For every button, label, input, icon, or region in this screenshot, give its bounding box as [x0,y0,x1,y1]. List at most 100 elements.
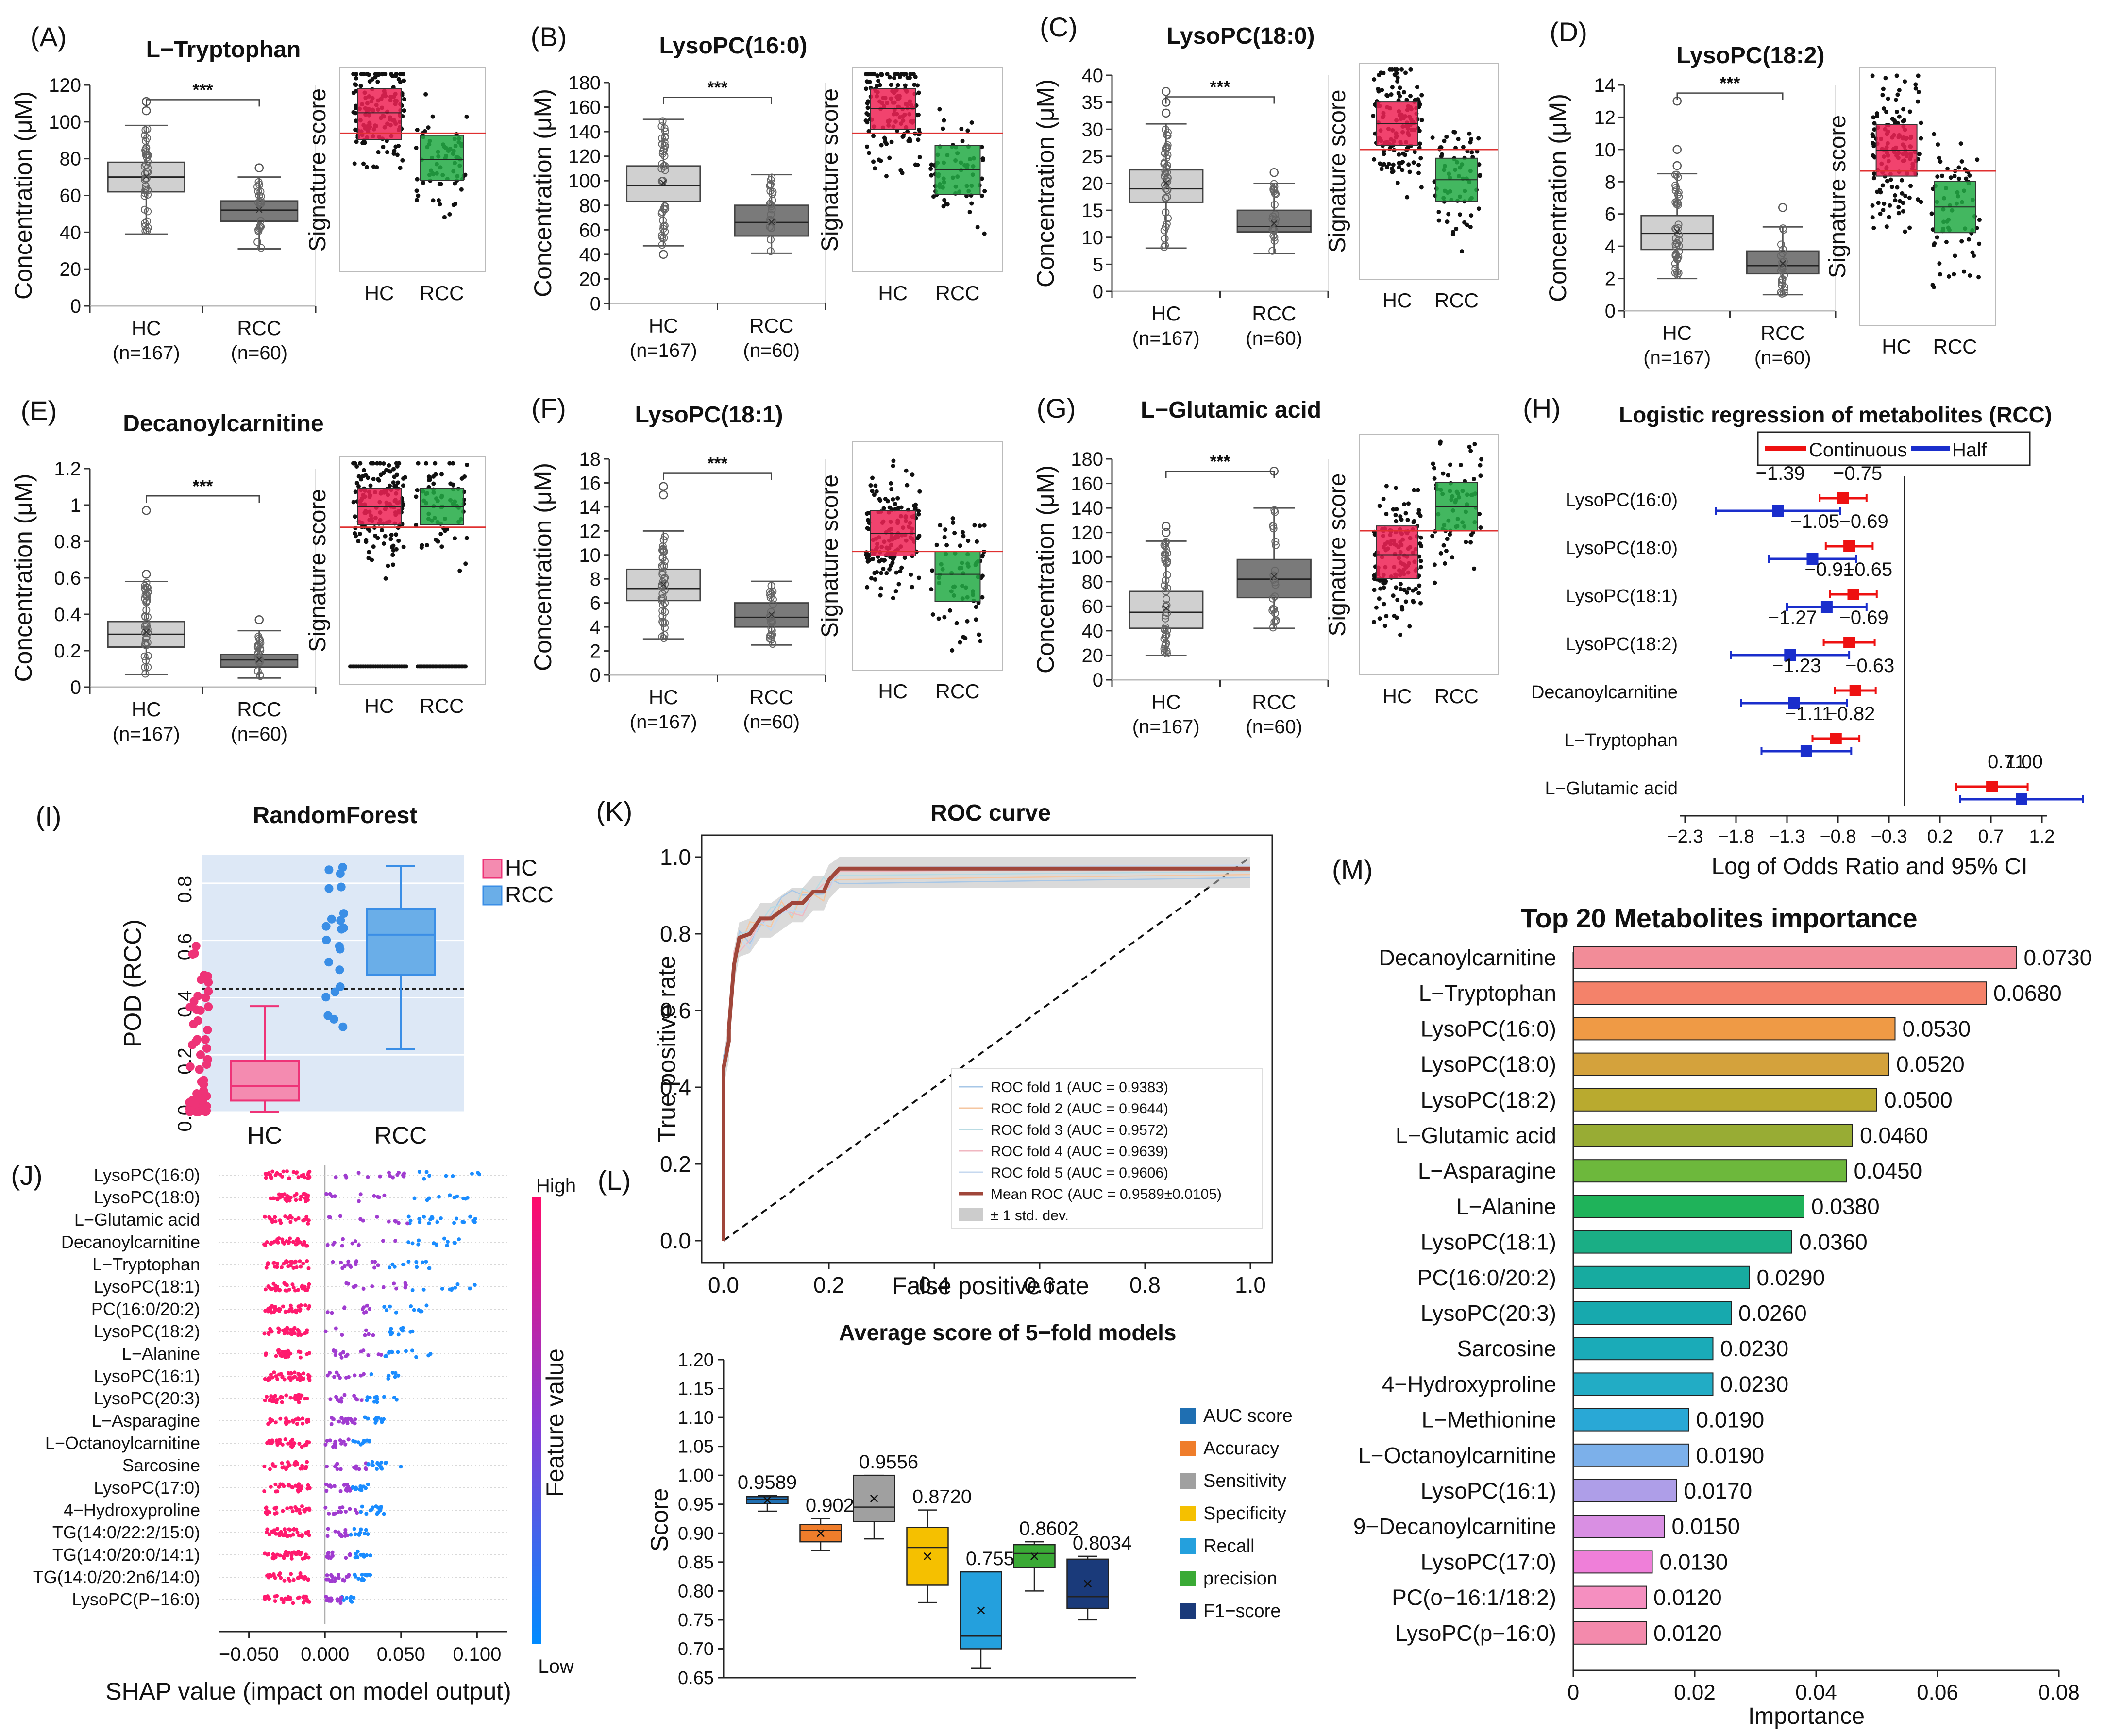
shap-point [294,1192,299,1196]
shap-point [288,1303,293,1308]
signature-point [1893,193,1898,198]
signature-point [370,557,374,562]
data-point [1780,288,1788,297]
shap-point [351,1485,355,1489]
outlier [1162,528,1171,537]
shap-point [288,1220,293,1224]
signature-point [401,503,406,507]
signature-point [1417,141,1422,146]
shap-point [377,1195,381,1199]
signature-point [868,483,873,488]
shap-point [289,1371,293,1375]
shap-point [333,1353,337,1357]
shap-point [384,1461,388,1465]
shap-point [368,1553,372,1558]
shap-point [284,1393,288,1398]
shap-point [268,1397,272,1401]
shap-point [291,1420,296,1424]
box-HC [230,1060,300,1102]
shap-point [403,1285,407,1290]
continuous-value: −0.82 [1826,703,1875,725]
shap-point [334,1326,338,1331]
shap-point [375,1512,379,1516]
group-n-RCC: (n=60) [1754,347,1811,369]
shap-point [329,1484,333,1489]
shap-point [262,1464,267,1468]
shap-point [264,1505,269,1510]
data-point [1271,581,1280,589]
shap-point [457,1237,461,1242]
data-point [1161,235,1169,243]
shap-point [350,1241,354,1246]
importance-value: 0.0230 [1720,1336,1789,1361]
feature-label: PC(16:0/20:2) [91,1299,200,1319]
shap-point [266,1309,270,1314]
y-tick-label: 180 [1071,449,1103,470]
shap-point [292,1396,297,1400]
y-tick-label: 0.8 [660,921,691,946]
shap-point [394,1286,399,1291]
signature-point [378,461,383,466]
signature-point [1371,620,1376,624]
group-n-RCC: (n=60) [743,340,800,361]
shap-point [299,1264,303,1269]
shap-point [453,1285,457,1290]
shap-point [337,1576,341,1580]
metabolite-label: L−Alanine [1456,1194,1556,1219]
signature-point [463,561,468,566]
roc-legend-label: ROC fold 3 (AUC = 0.9572) [991,1122,1168,1138]
legend-swatch-HC [482,859,503,879]
signature-group-label: HC [1882,335,1911,358]
x-tick-label: 0 [1568,1681,1579,1704]
signature-point [1395,597,1400,602]
roc-legend-label: ROC fold 1 (AUC = 0.9383) [991,1079,1168,1096]
data-point [1270,236,1279,245]
signature-point [1391,162,1396,167]
shap-point [364,1486,368,1490]
shap-point [278,1416,283,1421]
signature-point [381,461,386,466]
legend-swatch [1180,1473,1196,1489]
x-tick-label: 0.000 [301,1644,349,1665]
data-point [255,658,263,667]
data-point [141,186,150,194]
signature-point [902,556,907,560]
shap-point [265,1573,270,1578]
strip-point [189,1019,198,1028]
strip-point [202,1092,211,1101]
strip-point [324,865,334,875]
y-axis-label: Concentration (μM) [1032,79,1059,287]
shap-point [341,1350,346,1354]
shap-point [335,1467,339,1471]
strip-point [338,1022,348,1031]
signature-point [1471,476,1476,481]
strip-point [339,909,348,918]
strip-point [191,942,201,951]
shap-point [412,1308,416,1312]
data-point [1780,271,1788,279]
data-point [144,589,152,597]
signature-point [891,463,895,468]
shap-point [462,1220,466,1225]
y-tick-label: 0.65 [678,1668,714,1688]
data-point [658,607,667,615]
signature-point [354,481,359,486]
signature-point [864,72,869,77]
y-tick-label: 0 [590,665,601,686]
shap-point [282,1527,287,1532]
roc-legend-label: ± 1 std. dev. [991,1208,1069,1224]
shap-point [405,1221,409,1226]
feature-label: LysoPC(17:0) [94,1478,200,1498]
data-point [661,134,669,142]
signature-point [1878,211,1883,216]
signature-point [909,572,913,577]
signature-point [373,75,378,80]
data-point [255,640,263,649]
shap-point [327,1215,331,1219]
signature-box [420,135,464,181]
shap-point [362,1310,366,1315]
y-tick-label: 80 [1082,572,1104,593]
forest-row-label: L−Tryptophan [1564,730,1678,751]
shap-point [468,1214,472,1219]
shap-point [278,1437,282,1442]
